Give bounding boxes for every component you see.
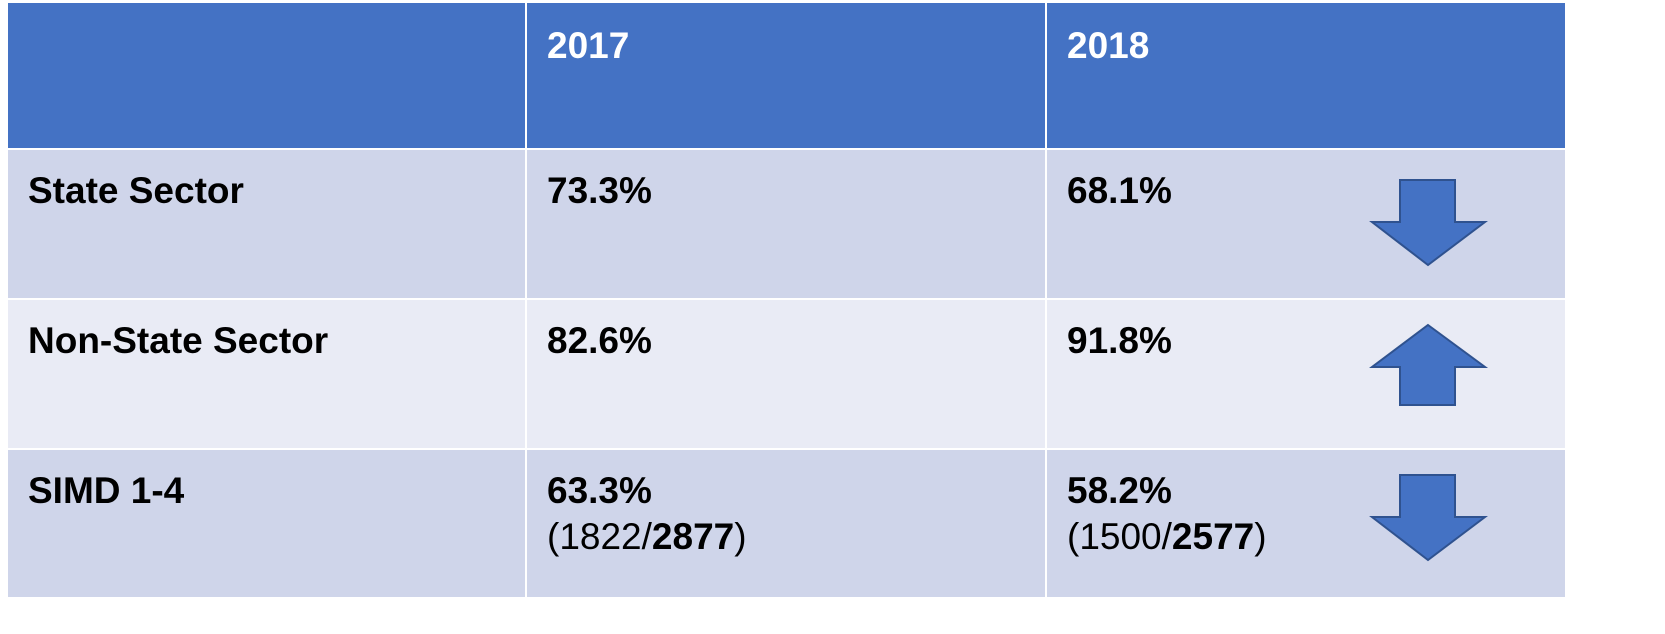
header-cell: 2018	[1047, 3, 1565, 148]
row-label: SIMD 1-4	[8, 450, 525, 597]
up-arrow	[1369, 323, 1489, 406]
part: )	[734, 516, 747, 557]
header-cell: 2017	[527, 3, 1045, 148]
part: (1500/	[1067, 516, 1172, 557]
part: 2577	[1171, 516, 1255, 557]
cell: 91.8%	[1047, 300, 1565, 448]
cell-group: 63.3% (1822/2877)	[527, 450, 1045, 597]
part: (1822/	[547, 516, 652, 557]
cell: 63.3%	[547, 470, 652, 511]
part: )	[1254, 516, 1267, 557]
header-cell	[8, 3, 525, 148]
cell-detail: (1500/2577)	[1067, 514, 1565, 560]
cell-detail: (1822/2877)	[547, 514, 1045, 560]
cell-group: 58.2% (1500/2577)	[1047, 450, 1565, 597]
cell: 73.3%	[527, 150, 1045, 298]
cell: 58.2%	[1067, 470, 1172, 511]
row-label: Non-State Sector	[8, 300, 525, 448]
down-arrow	[1369, 179, 1488, 267]
row-label: State Sector	[8, 150, 525, 298]
down-arrow	[1369, 474, 1488, 562]
part: 2877	[651, 516, 735, 557]
cell: 82.6%	[527, 300, 1045, 448]
